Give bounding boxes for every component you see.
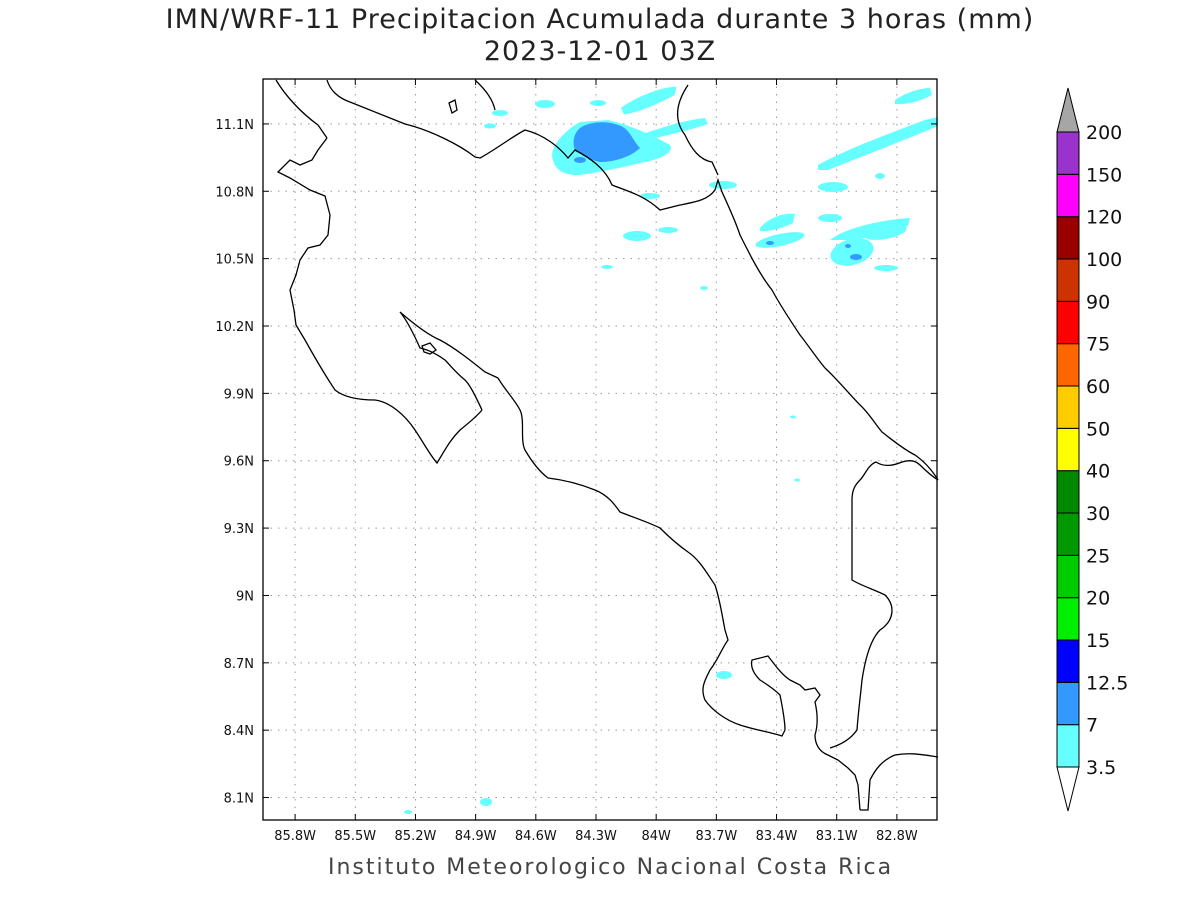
colorbar-label: 75 — [1086, 334, 1110, 356]
map-subtitle-datetime: 2023-12-01 03Z — [483, 36, 717, 67]
colorbar-label: 40 — [1086, 461, 1110, 483]
colorbar-box — [1056, 427, 1080, 472]
colorbar-box — [1056, 343, 1080, 387]
colorbar-label: 50 — [1086, 418, 1110, 440]
colorbar-box — [1056, 681, 1080, 726]
lat-tick-label: 10.2N — [215, 320, 254, 335]
colorbar-box — [1056, 639, 1080, 683]
colorbar-box — [1056, 512, 1080, 556]
footer-credit: Instituto Meteorologico Nacional Costa R… — [328, 855, 894, 880]
colorbar-box — [1056, 470, 1080, 514]
colorbar-box — [1056, 597, 1080, 641]
lon-tick-label: 83.1W — [816, 829, 858, 844]
colorbar-label: 90 — [1086, 291, 1110, 313]
colorbar-box — [1056, 173, 1080, 218]
colorbar-box — [1056, 300, 1080, 345]
colorbar-upper-extension — [1056, 87, 1080, 133]
lon-tick-label: 84.6W — [515, 829, 557, 844]
lon-tick-labels: 85.8W 85.5W 85.2W 84.9W 84.6W 84.3W 84W 83.7W 83… — [274, 79, 918, 844]
colorbar-label: 60 — [1086, 376, 1110, 398]
lat-tick-label: 11.1N — [215, 118, 254, 133]
lon-tick-label: 84W — [641, 829, 671, 844]
colorbar-box — [1056, 131, 1080, 175]
lon-tick-label: 84.9W — [455, 829, 497, 844]
lon-tick-label: 84.3W — [575, 829, 617, 844]
precip-7-areas — [573, 122, 862, 260]
lat-tick-label: 9.9N — [224, 387, 254, 402]
lat-tick-label: 9N — [236, 589, 254, 604]
colorbar-label: 20 — [1086, 588, 1110, 610]
lat-tick-label: 10.8N — [215, 185, 254, 200]
lon-tick-label: 85.2W — [395, 829, 437, 844]
lon-tick-label: 82.8W — [876, 829, 918, 844]
lat-tick-label: 9.3N — [224, 522, 254, 537]
lat-tick-label: 9.6N — [224, 455, 254, 470]
colorbar-box — [1056, 554, 1080, 599]
colorbar-box — [1056, 216, 1080, 260]
lat-tick-label: 10.5N — [215, 253, 254, 268]
colorbar-label: 30 — [1086, 503, 1110, 525]
colorbar-label: 3.5 — [1086, 757, 1116, 779]
colorbar-box — [1056, 385, 1080, 429]
lon-tick-label: 83.7W — [695, 829, 737, 844]
coastline — [275, 79, 939, 811]
map-title: IMN/WRF-11 Precipitacion Acumulada duran… — [165, 4, 1035, 35]
lat-tick-labels: 11.1N 10.8N 10.5N 10.2N 9.9N 9.6N 9.3N 9N 8.7N 8.… — [215, 118, 937, 807]
colorbar-label: 100 — [1086, 249, 1122, 271]
lon-tick-label: 83.4W — [756, 829, 798, 844]
lon-tick-label: 85.8W — [274, 829, 316, 844]
colorbar-label: 120 — [1086, 207, 1122, 229]
plot-frame — [262, 78, 938, 821]
colorbar-label: 25 — [1086, 545, 1110, 567]
colorbar-label: 12.5 — [1086, 672, 1128, 694]
colorbar: 3.5 7 12.5 15 20 25 30 40 50 60 75 90 100 120 150 200 — [1056, 87, 1128, 812]
lat-tick-label: 8.7N — [224, 657, 254, 672]
lat-tick-label: 8.1N — [224, 792, 254, 807]
colorbar-box — [1056, 258, 1080, 302]
colorbar-box — [1056, 724, 1080, 768]
lon-tick-label: 85.5W — [334, 829, 376, 844]
precip-3p5-areas — [404, 86, 938, 814]
colorbar-label: 150 — [1086, 164, 1122, 186]
lat-tick-label: 8.4N — [224, 724, 254, 739]
colorbar-label: 7 — [1086, 715, 1098, 737]
colorbar-label: 200 — [1086, 122, 1122, 144]
colorbar-label: 15 — [1086, 630, 1110, 652]
colorbar-lower-extension — [1056, 766, 1080, 812]
